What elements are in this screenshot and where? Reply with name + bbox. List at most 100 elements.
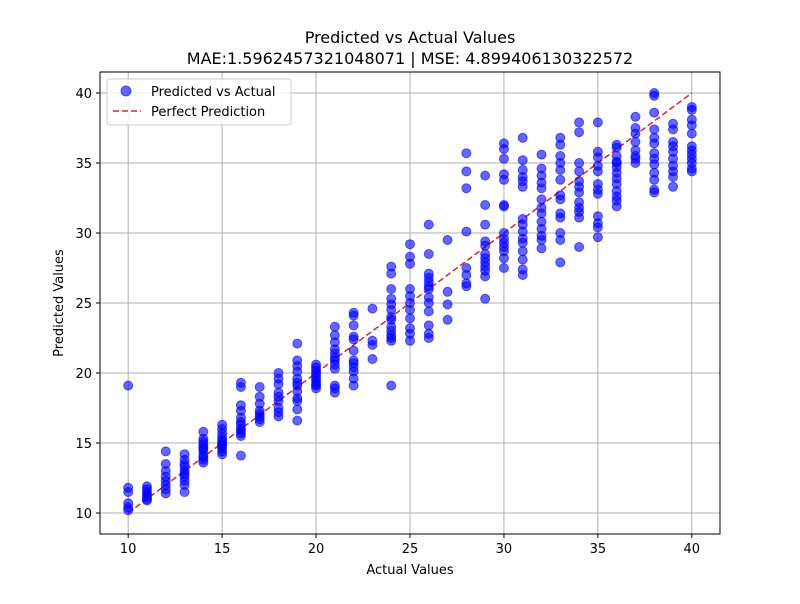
data-point [611, 156, 622, 167]
data-point [123, 505, 134, 516]
data-point [517, 270, 528, 280]
data-point [574, 117, 585, 128]
data-point [592, 117, 603, 128]
legend-label-line: Perfect Prediction [151, 105, 265, 120]
legend-box [106, 78, 292, 126]
data-point [649, 187, 660, 198]
data-point [348, 320, 359, 331]
data-point [348, 310, 359, 321]
data-point [480, 219, 491, 230]
data-point [536, 243, 547, 254]
y-tick-label: 30 [75, 227, 92, 242]
data-point [630, 111, 641, 122]
legend-marker-points [120, 85, 132, 97]
data-point [160, 488, 171, 499]
data-point [555, 257, 566, 268]
data-point [630, 128, 641, 139]
data-point [592, 188, 603, 199]
chart-subtitle: MAE:1.5962457321048071 | MSE: 4.89940613… [187, 49, 633, 68]
data-point [405, 335, 415, 346]
data-point [348, 380, 359, 391]
data-point [498, 153, 509, 164]
data-point [273, 379, 284, 390]
data-point [649, 159, 660, 170]
chart-title: Predicted vs Actual Values [305, 28, 516, 47]
data-point [574, 158, 585, 168]
data-point [498, 263, 509, 273]
y-axis-ticks: 10 15 20 25 30 35 40 [75, 87, 100, 522]
data-point [405, 258, 415, 269]
data-point [367, 340, 378, 350]
data-point [442, 235, 453, 245]
data-point [461, 166, 472, 177]
data-point [668, 181, 679, 192]
data-point [311, 383, 322, 394]
x-tick-label: 40 [684, 542, 701, 557]
data-point [686, 120, 697, 131]
data-point [423, 320, 434, 331]
data-point [254, 382, 265, 392]
data-point [442, 314, 453, 325]
x-axis-label: Actual Values [366, 563, 454, 578]
data-point [574, 166, 585, 177]
data-point [292, 404, 303, 415]
data-point [235, 382, 246, 392]
x-tick-label: 25 [402, 542, 419, 557]
data-point [367, 303, 378, 314]
data-point [498, 253, 509, 264]
data-point [498, 144, 509, 154]
data-point [517, 132, 528, 143]
data-point [198, 457, 209, 468]
data-point [630, 137, 641, 147]
y-tick-label: 15 [75, 437, 92, 452]
data-point [517, 181, 528, 192]
data-point [461, 183, 472, 194]
data-point [555, 194, 566, 205]
data-point [649, 174, 660, 185]
data-point [517, 237, 528, 248]
data-point [348, 334, 359, 345]
data-point [442, 286, 453, 297]
data-point [480, 271, 491, 282]
y-tick-label: 25 [75, 297, 92, 312]
data-point [517, 246, 528, 257]
y-tick-label: 20 [75, 367, 92, 382]
data-point [592, 222, 603, 233]
data-point [574, 127, 585, 138]
x-tick-label: 30 [496, 542, 513, 557]
data-point [498, 201, 509, 212]
legend-label-points: Predicted vs Actual [151, 85, 275, 100]
data-point [461, 148, 472, 159]
data-point [423, 284, 434, 294]
x-tick-label: 15 [214, 542, 231, 557]
data-point [292, 415, 303, 426]
data-point [423, 333, 434, 343]
data-point [386, 284, 397, 294]
data-point [574, 187, 585, 198]
x-tick-label: 20 [308, 542, 325, 557]
data-points [123, 88, 697, 516]
data-point [480, 293, 491, 304]
y-axis-label: Predicted Values [52, 249, 67, 357]
data-point [592, 232, 603, 243]
data-point [141, 495, 152, 506]
data-point [292, 396, 303, 406]
data-point [292, 338, 303, 349]
data-point [536, 235, 547, 245]
data-point [555, 139, 566, 150]
data-point [555, 165, 566, 175]
data-point [498, 174, 509, 185]
data-point [536, 208, 547, 219]
data-point [461, 226, 472, 237]
data-point [423, 249, 434, 259]
data-point [517, 254, 528, 265]
x-tick-label: 35 [590, 542, 607, 557]
data-point [386, 335, 397, 346]
data-point [574, 212, 585, 223]
data-point [555, 174, 566, 185]
data-point [405, 305, 415, 315]
data-point [611, 142, 622, 153]
data-point [405, 239, 415, 250]
data-point [649, 107, 660, 118]
